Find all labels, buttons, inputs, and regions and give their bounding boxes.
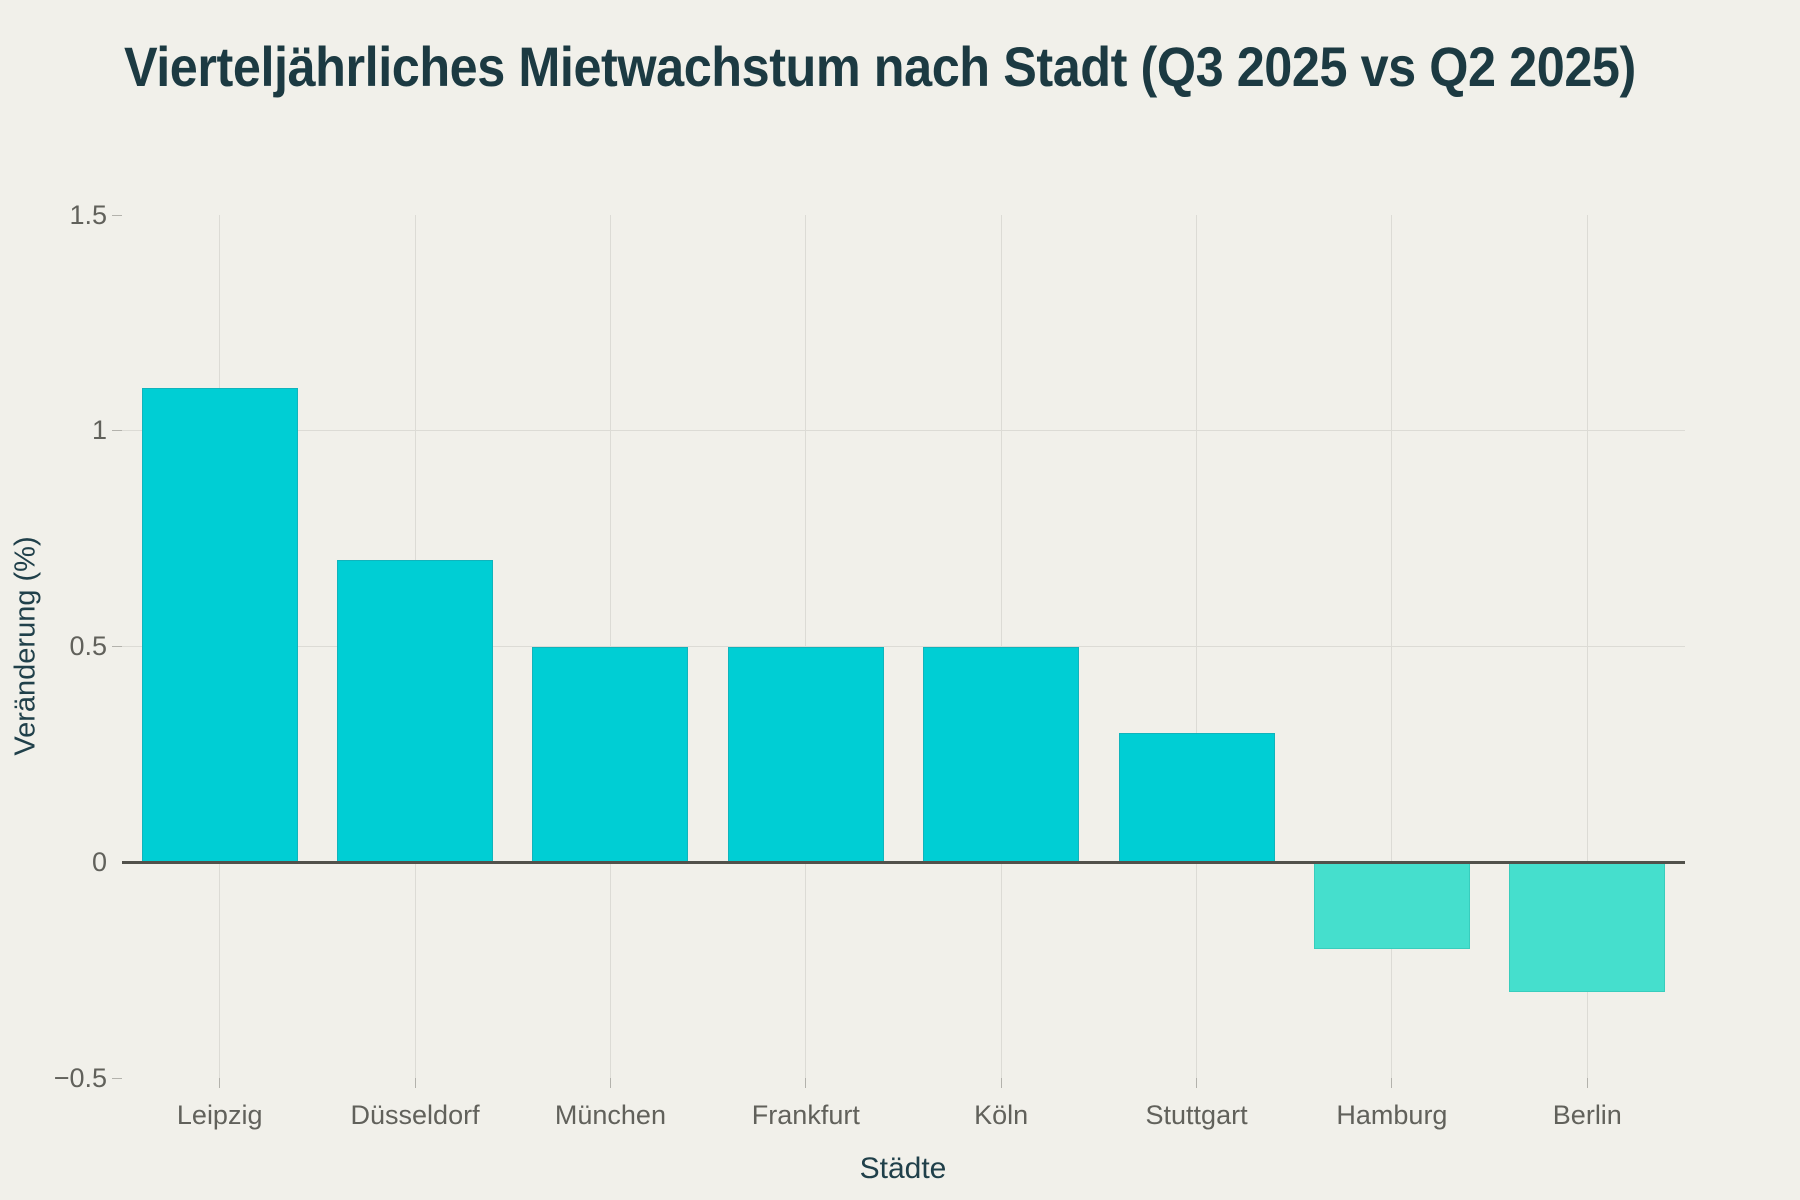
y-tick-label: −0.5 [53, 1062, 107, 1093]
bar-frankfurt [727, 646, 884, 863]
bar-köln [923, 646, 1080, 863]
bar-hamburg [1313, 862, 1470, 949]
y-tick-mark [112, 430, 122, 432]
x-tick-label: München [554, 1100, 666, 1130]
x-tick-label: Düsseldorf [350, 1100, 480, 1130]
x-tick-mark [609, 1078, 611, 1088]
h-gridline [122, 430, 1685, 432]
x-tick-mark [219, 1078, 221, 1088]
y-tick-mark [112, 646, 122, 647]
y-tick-mark [112, 1077, 122, 1079]
y-tick-label: 1 [91, 415, 107, 446]
h-gridline [122, 646, 1685, 647]
x-tick-mark [1196, 1078, 1198, 1088]
x-tick-mark [1586, 1078, 1588, 1088]
bar-berlin [1509, 862, 1666, 992]
bar-leipzig [141, 387, 298, 863]
x-tick-mark [1391, 1078, 1393, 1088]
bar-stuttgart [1118, 732, 1275, 863]
x-tick-label: Frankfurt [751, 1100, 860, 1130]
bar-münchen [532, 646, 689, 863]
x-tick-mark [414, 1078, 416, 1088]
x-axis-title: Städte [859, 1152, 947, 1185]
x-tick-mark [805, 1078, 807, 1088]
x-tick-label: Stuttgart [1145, 1100, 1248, 1130]
x-tick-label: Hamburg [1336, 1100, 1448, 1130]
y-tick-mark [112, 214, 122, 216]
y-tick-label: 0 [91, 846, 107, 877]
x-tick-mark [1000, 1078, 1002, 1088]
zero-axis-line [122, 860, 1685, 864]
y-tick-label: 0.5 [69, 631, 107, 661]
x-tick-label: Köln [974, 1100, 1029, 1130]
x-tick-label: Leipzig [176, 1100, 263, 1130]
chart-title: Vierteljährliches Mietwachstum nach Stad… [124, 35, 1636, 98]
bar-düsseldorf [337, 560, 494, 863]
y-tick-label: 1.5 [69, 199, 107, 230]
x-tick-label: Berlin [1552, 1100, 1622, 1130]
